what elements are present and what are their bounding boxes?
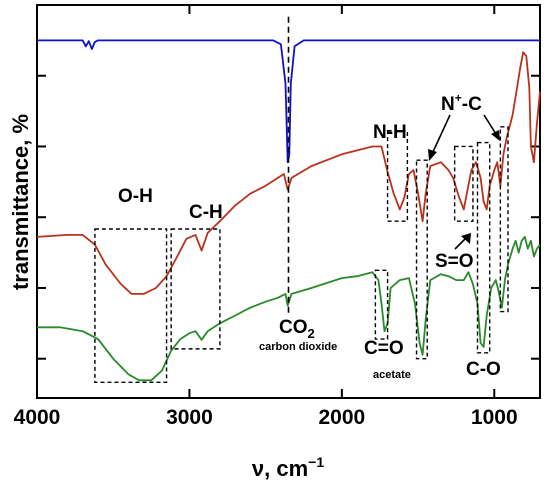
annotation-co-carbonyl: C=O bbox=[364, 338, 404, 359]
y-axis-label: transmittance, % bbox=[8, 114, 33, 290]
annotation-n-plus-c: N+-C bbox=[441, 91, 482, 115]
y-axis-ticks bbox=[37, 74, 540, 360]
arrow-n-plus-c-left-head bbox=[428, 149, 437, 161]
arrow-so-head bbox=[461, 233, 471, 244]
highlight-box-3 bbox=[374, 269, 389, 340]
series-line-1 bbox=[37, 39, 540, 164]
plot-frame bbox=[36, 4, 541, 399]
highlight-box-2 bbox=[170, 228, 221, 350]
annotation-carbon-dioxide: carbon dioxide bbox=[259, 341, 337, 353]
x-axis-label-sup: −1 bbox=[308, 454, 324, 470]
annotation-ch: C-H bbox=[189, 202, 223, 223]
series-line-3 bbox=[37, 236, 541, 382]
x-axis-label-main: ν, cm bbox=[252, 456, 308, 481]
x-tick-label-2000: 2000 bbox=[318, 406, 365, 429]
highlight-box-8 bbox=[499, 126, 509, 313]
highlight-box-1 bbox=[94, 228, 168, 383]
arrow-n-plus-c-left bbox=[431, 114, 451, 155]
arrow-so bbox=[454, 237, 467, 250]
annotation-co2-base: CO bbox=[279, 317, 308, 338]
annotation-acetate: acetate bbox=[373, 369, 411, 381]
x-axis-ticks: 4000 3000 2000 1000 bbox=[14, 5, 518, 429]
annotation-co-ether: C-O bbox=[466, 359, 501, 380]
annotation-so: S=O bbox=[435, 251, 474, 272]
arrow-n-plus-c-right bbox=[483, 114, 497, 135]
x-tick-label-1000: 1000 bbox=[471, 406, 518, 429]
x-tick-label-3000: 3000 bbox=[166, 406, 213, 429]
annotation-n-plus-c-base: N bbox=[441, 94, 455, 115]
annotation-n-plus-c-sup: + bbox=[455, 91, 462, 105]
series-layer bbox=[36, 39, 541, 382]
arrow-n-plus-c-right-head bbox=[491, 130, 500, 141]
highlight-boxes bbox=[94, 126, 509, 383]
x-tick-label-4000: 4000 bbox=[14, 406, 61, 429]
highlight-box-7 bbox=[476, 141, 491, 354]
series-line-2 bbox=[36, 51, 541, 295]
annotation-n-plus-c-rest: -C bbox=[462, 94, 482, 115]
annotation-oh: O-H bbox=[118, 186, 153, 207]
annotation-co2: CO2 bbox=[279, 317, 315, 341]
annotation-co2-sub: 2 bbox=[308, 326, 315, 341]
annotation-nh: N-H bbox=[373, 122, 407, 143]
highlight-box-4 bbox=[386, 130, 409, 222]
highlight-box-6 bbox=[453, 145, 474, 222]
x-axis-label: ν, cm−1 bbox=[252, 454, 324, 481]
